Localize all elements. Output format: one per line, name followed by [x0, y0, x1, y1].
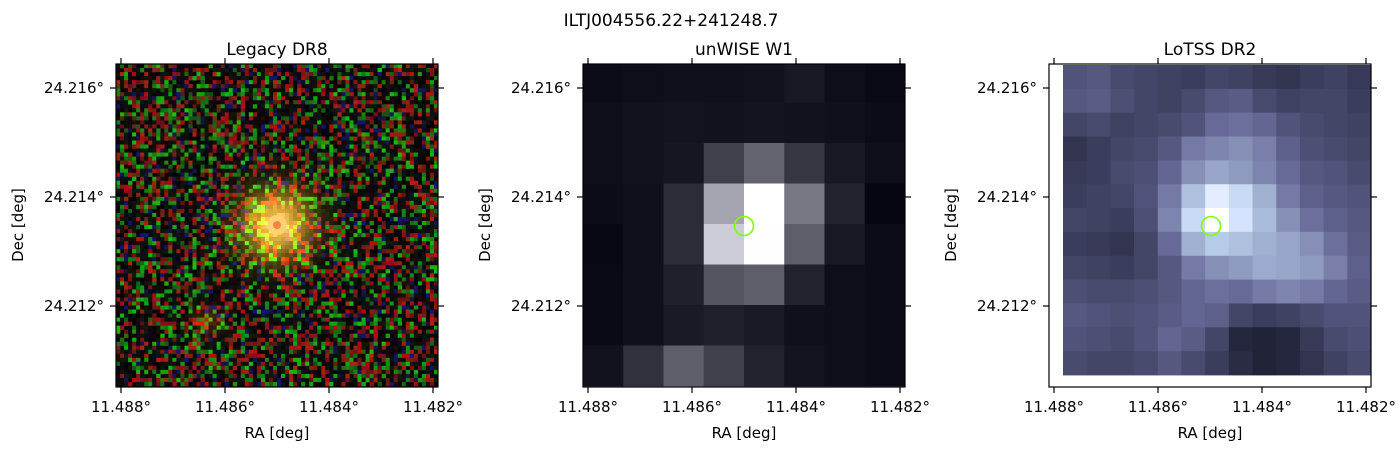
x-tick-label: 11.482°	[403, 398, 463, 416]
y-tick-label: 24.214°	[44, 188, 104, 206]
y-tick-label: 24.216°	[511, 79, 571, 97]
y-tick-label: 24.214°	[977, 188, 1037, 206]
x-tick-label: 11.486°	[662, 398, 722, 416]
axes-frame: 11.488° 11.486° 11.484° 11.482° 24.216° 24.21…	[44, 58, 463, 416]
axes-frame: 11.488° 11.486° 11.484° 11.482° 24.216° 24.21…	[977, 58, 1396, 416]
legacy-image	[116, 64, 439, 387]
x-tick-label: 11.484°	[299, 398, 359, 416]
source-marker-circle	[1200, 215, 1222, 237]
y-axis-label: Dec [deg]	[942, 188, 960, 262]
y-axis-label: Dec [deg]	[9, 188, 27, 262]
y-tick-label: 24.212°	[511, 297, 571, 315]
y-axis-label: Dec [deg]	[476, 188, 494, 262]
unwise-image	[583, 64, 906, 387]
x-tick-label: 11.486°	[1128, 398, 1188, 416]
panel-title: Legacy DR8	[226, 40, 327, 60]
y-tick-label: 24.212°	[44, 297, 104, 315]
x-axis-label: RA [deg]	[1178, 424, 1243, 442]
x-tick-label: 11.488°	[1024, 398, 1084, 416]
figure-title: ILTJ004556.22+241248.7	[564, 11, 779, 31]
x-tick-label: 11.486°	[195, 398, 255, 416]
x-axis-label: RA [deg]	[245, 424, 310, 442]
panel-unwise-w1: unWISE W1 11.488° 11.486° 11.484° 11.482° 24…	[476, 40, 930, 442]
y-tick-label: 24.216°	[44, 79, 104, 97]
x-tick-label: 11.484°	[1232, 398, 1292, 416]
y-tick-label: 24.216°	[977, 79, 1037, 97]
x-axis-label: RA [deg]	[712, 424, 777, 442]
panel-title: unWISE W1	[695, 40, 793, 60]
source-marker-circle	[733, 215, 755, 237]
panel-title: LoTSS DR2	[1164, 40, 1257, 60]
y-tick-label: 24.214°	[511, 188, 571, 206]
x-tick-label: 11.484°	[766, 398, 826, 416]
axes-frame: 11.488° 11.486° 11.484° 11.482° 24.216° 24.21…	[511, 58, 930, 416]
panel-lotss-dr2: LoTSS DR2 11.488° 11.486° 11.484° 11.482° 24…	[942, 40, 1396, 442]
y-tick-label: 24.212°	[977, 297, 1037, 315]
x-tick-label: 11.488°	[558, 398, 618, 416]
x-tick-label: 11.482°	[870, 398, 930, 416]
lotss-image	[1049, 64, 1372, 387]
x-tick-label: 11.488°	[91, 398, 151, 416]
panel-legacy-dr8: Legacy DR8 11.488° 11.486° 11.484° 11.482° 2…	[9, 40, 463, 442]
x-tick-label: 11.482°	[1336, 398, 1396, 416]
